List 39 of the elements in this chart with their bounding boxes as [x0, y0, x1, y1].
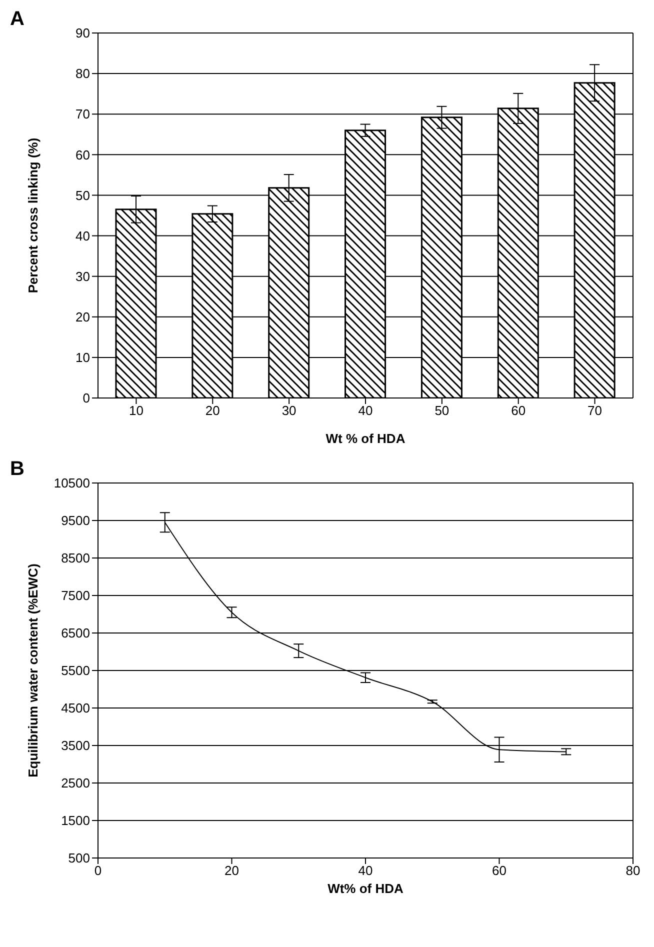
y-tick-label: 40 [76, 228, 90, 244]
x-tick-label: 0 [94, 863, 102, 878]
y-tick-label: 4500 [61, 700, 90, 716]
text: B [10, 458, 24, 481]
x-tick-label: 60 [511, 403, 526, 418]
x-tick-label: 30 [282, 403, 296, 418]
text: A [10, 8, 24, 31]
y-tick-label: 8500 [61, 550, 90, 566]
y-tick-label: 20 [76, 310, 90, 325]
y-tick-label: 1500 [61, 813, 90, 828]
y-tick-label: 10 [76, 350, 90, 366]
y-tick-label: 3500 [61, 738, 90, 754]
y-tick-label: 500 [68, 850, 90, 866]
x-tick-label: 70 [588, 403, 602, 418]
x-tick-label: 80 [626, 863, 640, 878]
y-tick-label: 9500 [61, 513, 90, 528]
x-tick-label: 50 [434, 403, 450, 418]
y-tick-label: 10500 [54, 476, 90, 491]
y-tick-label: 60 [76, 147, 90, 162]
x-tick-label: 60 [492, 863, 506, 878]
x-tick-label: 10 [128, 403, 144, 418]
y-tick-label: 90 [76, 26, 90, 41]
y-axis-title: Percent cross linking (%) [26, 138, 41, 294]
y-tick-label: 70 [76, 106, 90, 122]
x-tick-label: 40 [358, 863, 373, 878]
x-axis-title: Wt% of HDA [328, 881, 404, 896]
y-tick-label: 80 [76, 66, 90, 82]
y-tick-label: 30 [76, 268, 90, 284]
y-tick-label: 6500 [61, 626, 90, 641]
x-tick-label: 40 [358, 403, 373, 418]
x-tick-label: 20 [205, 403, 220, 418]
y-tick-label: 7500 [61, 588, 90, 604]
y-tick-label: 50 [76, 188, 90, 203]
y-tick-label: 5500 [61, 663, 90, 678]
x-axis-title: Wt % of HDA [326, 431, 406, 446]
x-tick-label: 20 [224, 863, 239, 878]
y-tick-label: 2500 [61, 776, 90, 791]
y-axis-title: Equilibrium water content (%EWC) [26, 564, 41, 778]
y-tick-label: 0 [82, 390, 90, 406]
